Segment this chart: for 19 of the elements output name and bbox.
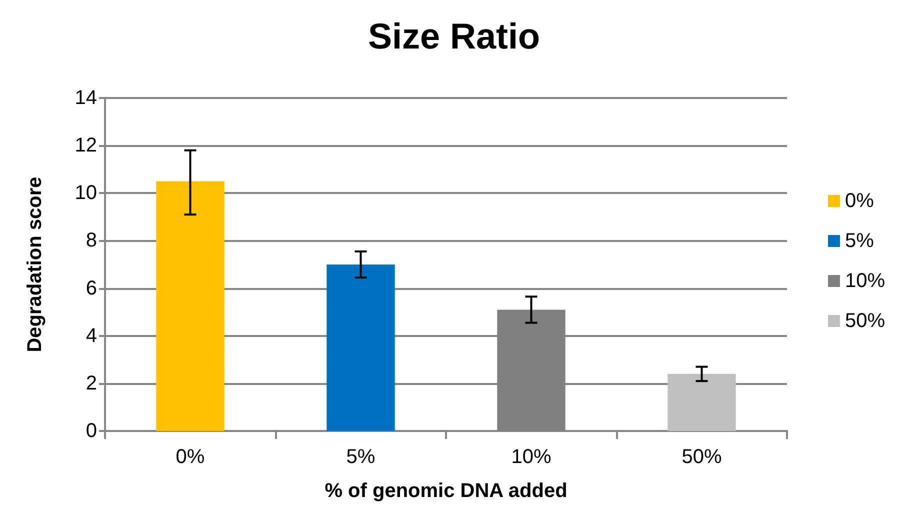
y-tick-label: 6 [86,277,97,300]
y-tick-label: 8 [86,230,97,252]
x-tick-label: 5% [346,446,376,468]
legend-label: 5% [844,230,874,252]
y-tick-label: 2 [86,372,97,394]
legend-label: 0% [844,190,874,212]
y-axis-title: Degradation score [24,176,46,352]
y-tick-label: 12 [74,134,97,157]
y-tick-label: 10 [74,182,97,204]
y-tick-label: 0 [86,420,97,442]
legend-label: 10% [844,270,886,292]
y-tick-label: 14 [74,87,97,109]
x-tick-label: 50% [682,446,722,468]
x-axis-title: % of genomic DNA added [324,480,568,502]
legend-label: 50% [844,310,886,332]
chart-title: Size Ratio [368,16,540,56]
x-tick-label: 10% [511,446,552,468]
y-tick-label: 4 [86,324,97,347]
x-tick-label: 0% [176,446,205,468]
